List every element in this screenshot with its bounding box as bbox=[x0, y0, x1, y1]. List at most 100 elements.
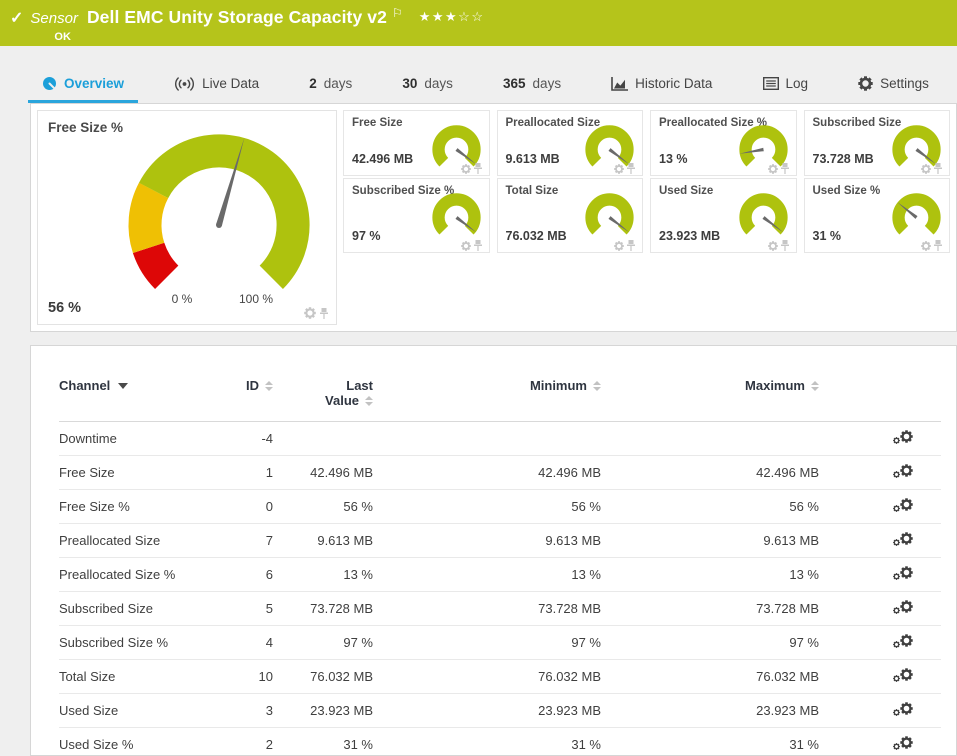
tab-live-data[interactable]: Live Data bbox=[160, 76, 273, 103]
column-header-id[interactable]: ID bbox=[233, 378, 273, 408]
gear-icon[interactable] bbox=[614, 241, 624, 251]
table-row: Used Size % 2 31 % 31 % 31 % bbox=[59, 728, 941, 755]
channel-settings-icon[interactable] bbox=[893, 430, 913, 447]
channel-name: Total Size bbox=[59, 669, 116, 684]
sensor-header: ✓ Sensor Dell EMC Unity Storage Capacity… bbox=[0, 0, 957, 46]
tab-historic-data[interactable]: Historic Data bbox=[597, 76, 726, 103]
channel-minimum: 23.923 MB bbox=[538, 703, 601, 718]
table-row: Free Size % 0 56 % 56 % 56 % bbox=[59, 490, 941, 524]
table-row: Preallocated Size % 6 13 % 13 % 13 % bbox=[59, 558, 941, 592]
tab-settings[interactable]: Settings bbox=[844, 76, 943, 103]
channel-id: 4 bbox=[265, 635, 273, 650]
gear-icon[interactable] bbox=[921, 241, 931, 251]
channel-settings-icon[interactable] bbox=[893, 498, 913, 515]
pin-icon[interactable] bbox=[780, 163, 789, 174]
tab-2-days[interactable]: 2 days bbox=[295, 76, 366, 103]
star-rating[interactable]: ★★★☆☆ bbox=[418, 9, 485, 24]
pin-icon[interactable] bbox=[627, 163, 635, 174]
mini-gauge-title: Used Size % bbox=[812, 185, 881, 197]
mini-gauge-card: Used Size 23.923 MB bbox=[650, 178, 797, 253]
channel-last-value: 56 % bbox=[343, 499, 373, 514]
channel-id: 0 bbox=[265, 499, 273, 514]
gear-icon[interactable] bbox=[767, 241, 778, 251]
mini-gauge-card: Total Size 76.032 MB bbox=[496, 178, 643, 253]
tab-log[interactable]: Log bbox=[749, 76, 823, 103]
channel-minimum: 13 % bbox=[571, 567, 601, 582]
mini-gauge-value: 31 % bbox=[812, 229, 842, 243]
table-row: Free Size 1 42.496 MB 42.496 MB 42.496 M… bbox=[59, 456, 941, 490]
pin-icon[interactable] bbox=[473, 240, 482, 251]
main-gauge-value: 56 % bbox=[48, 300, 82, 316]
main-gauge-title: Free Size % bbox=[48, 120, 124, 135]
mini-gauge bbox=[583, 191, 636, 249]
tab-overview[interactable]: Overview bbox=[28, 76, 139, 103]
sort-down-icon bbox=[118, 383, 129, 389]
gear-icon[interactable] bbox=[304, 307, 316, 319]
tab-number: 2 bbox=[309, 76, 317, 91]
mini-gauge bbox=[737, 191, 790, 249]
channel-last-value: 73.728 MB bbox=[310, 601, 373, 616]
pin-icon[interactable] bbox=[627, 240, 635, 251]
channel-settings-icon[interactable] bbox=[893, 600, 913, 617]
pin-icon[interactable] bbox=[780, 240, 789, 251]
mini-gauge bbox=[890, 123, 943, 181]
channel-settings-icon[interactable] bbox=[893, 668, 913, 685]
tab-30-days[interactable]: 30 days bbox=[388, 76, 467, 103]
gear-icon[interactable] bbox=[921, 164, 931, 174]
tab-label: Overview bbox=[64, 76, 125, 91]
pin-icon[interactable] bbox=[934, 240, 942, 251]
channel-maximum: 73.728 MB bbox=[756, 601, 819, 616]
column-header-channel[interactable]: Channel bbox=[59, 378, 233, 408]
table-row: Total Size 10 76.032 MB 76.032 MB 76.032… bbox=[59, 660, 941, 694]
gear-icon[interactable] bbox=[460, 241, 471, 251]
object-kind-label: Sensor bbox=[30, 10, 78, 27]
channel-settings-icon[interactable] bbox=[893, 566, 913, 583]
channel-minimum: 97 % bbox=[571, 635, 601, 650]
sort-carets-icon bbox=[365, 396, 373, 406]
channel-maximum: 76.032 MB bbox=[756, 669, 819, 684]
gear-icon[interactable] bbox=[460, 164, 471, 174]
gear-icon[interactable] bbox=[614, 164, 624, 174]
pin-icon[interactable] bbox=[473, 163, 482, 174]
channel-settings-icon[interactable] bbox=[893, 702, 913, 719]
tab-bar: Overview Live Data 2 days 30 days 365 days Histo… bbox=[0, 46, 957, 103]
channel-name: Used Size bbox=[59, 703, 119, 718]
tab-label: days bbox=[424, 76, 453, 91]
mini-gauge bbox=[430, 123, 483, 181]
mini-gauge-value: 76.032 MB bbox=[505, 229, 567, 243]
channel-settings-icon[interactable] bbox=[893, 634, 913, 651]
mini-gauge-card: Subscribed Size % 97 % bbox=[343, 178, 490, 253]
gear-icon[interactable] bbox=[767, 164, 778, 174]
sort-carets-icon bbox=[593, 381, 601, 391]
column-header-max[interactable]: Maximum bbox=[601, 378, 819, 408]
flag-icon[interactable]: ⚐ bbox=[391, 6, 403, 20]
channel-last-value: 13 % bbox=[343, 567, 373, 582]
channel-name: Free Size bbox=[59, 465, 115, 480]
pin-icon[interactable] bbox=[320, 308, 328, 319]
status-ok-check-icon: ✓ bbox=[10, 10, 24, 27]
column-header-last[interactable]: Last Value bbox=[325, 378, 373, 408]
channel-maximum: 97 % bbox=[789, 635, 819, 650]
sort-carets-icon bbox=[265, 381, 273, 391]
mini-gauge bbox=[430, 191, 483, 249]
tab-label: days bbox=[532, 76, 562, 91]
channel-settings-icon[interactable] bbox=[893, 464, 913, 481]
log-icon bbox=[762, 77, 779, 90]
mini-gauge-title: Used Size bbox=[659, 185, 714, 197]
mini-gauge bbox=[890, 191, 943, 249]
channel-settings-icon[interactable] bbox=[893, 736, 913, 753]
channel-maximum: 42.496 MB bbox=[756, 465, 819, 480]
mini-gauge-card: Preallocated Size % 13 % bbox=[650, 110, 797, 176]
channel-last-value: 42.496 MB bbox=[310, 465, 373, 480]
channel-last-value: 76.032 MB bbox=[310, 669, 373, 684]
tab-label: Log bbox=[785, 76, 809, 91]
tab-label: Historic Data bbox=[635, 76, 713, 91]
channel-minimum: 31 % bbox=[571, 737, 601, 752]
channel-settings-icon[interactable] bbox=[893, 532, 913, 549]
tab-365-days[interactable]: 365 days bbox=[489, 76, 575, 103]
channel-name: Downtime bbox=[59, 431, 117, 446]
column-header-min[interactable]: Minimum bbox=[373, 378, 601, 408]
table-row: Subscribed Size 5 73.728 MB 73.728 MB 73… bbox=[59, 592, 941, 626]
pin-icon[interactable] bbox=[934, 163, 942, 174]
